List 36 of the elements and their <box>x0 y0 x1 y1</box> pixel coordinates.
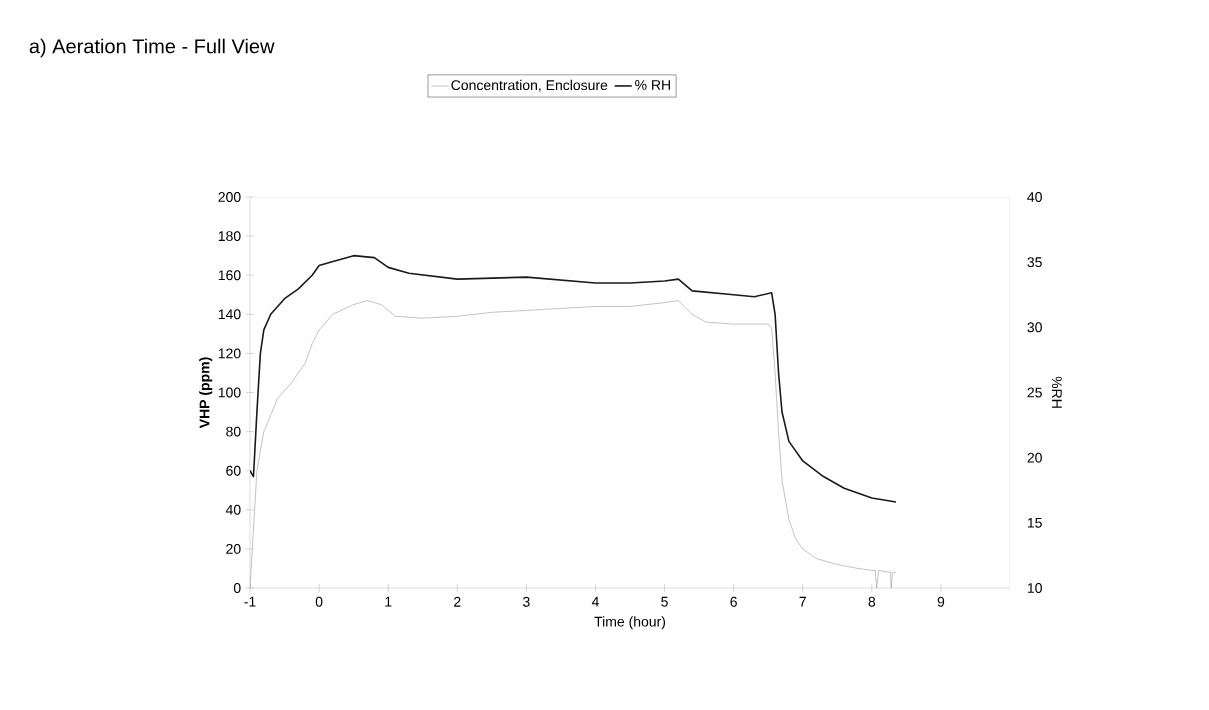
x-tick-label: 5 <box>661 596 668 607</box>
x-tick-label: -1 <box>244 596 256 607</box>
x-tick-label: 9 <box>937 596 945 607</box>
y2-tick-label: 10 <box>1027 583 1042 593</box>
x-tick-label: 3 <box>523 596 530 607</box>
y-tick-label: 80 <box>226 426 241 437</box>
y-tick-label: 200 <box>218 192 241 202</box>
y-axis-title: VHP (ppm) <box>199 357 213 429</box>
x-tick-label: 0 <box>315 596 323 607</box>
x-tick-label: 4 <box>591 596 599 607</box>
x-axis-title: Time (hour) <box>594 616 666 630</box>
y-tick-label: 140 <box>218 309 241 320</box>
y-tick-label: 20 <box>226 543 241 554</box>
x-tick-label: 8 <box>868 596 876 607</box>
y-tick-label: 60 <box>226 465 241 476</box>
line-series <box>250 254 897 503</box>
legend-label: % RH <box>635 80 670 90</box>
chart-title: a) Aeration Time - Full View <box>29 38 275 58</box>
y-tick-label: 40 <box>225 504 241 515</box>
y2-tick-label: 20 <box>1027 452 1042 463</box>
y2-tick-label: 25 <box>1027 387 1042 398</box>
y2-tick-label: 15 <box>1027 517 1042 528</box>
y2-tick-label: 35 <box>1027 257 1042 268</box>
y-tick-label: 180 <box>218 231 241 242</box>
y-tick-label: 120 <box>218 348 241 359</box>
x-tick-label: 1 <box>385 596 392 607</box>
x-tick-label: 2 <box>454 596 461 607</box>
y2-tick-label: 40 <box>1027 192 1042 202</box>
y2-tick-label: 30 <box>1027 322 1042 333</box>
y-tick-label: 0 <box>233 583 241 593</box>
y-tick-label: 160 <box>218 270 241 281</box>
y2-axis-title: %RH <box>1051 376 1062 408</box>
legend-label: Concentration, Enclosure <box>451 79 608 92</box>
x-tick-label: 7 <box>799 596 806 607</box>
y-tick-label: 100 <box>218 387 241 398</box>
x-tick-label: 6 <box>730 596 737 607</box>
